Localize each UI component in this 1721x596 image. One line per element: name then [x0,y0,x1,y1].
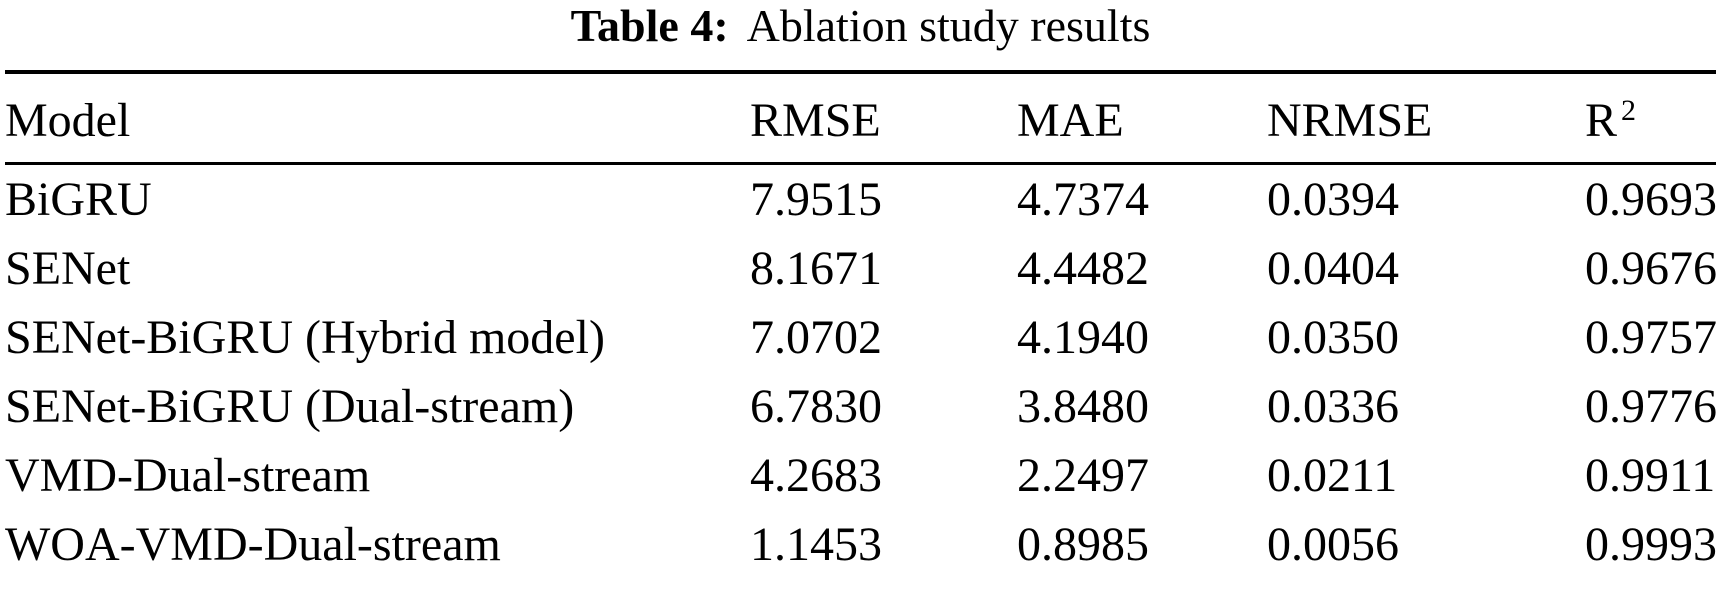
cell-model: WOA-VMD-Dual-stream [5,518,501,571]
table-row-best: WVMD_DSN 1.0199 0.7298 0.0050 0.9995 [5,579,1717,596]
cell-r2: 0.9776 [1585,380,1717,433]
cell-model: SENet [5,242,131,295]
cell-rmse: 8.1671 [750,242,882,295]
cell-nrmse: 0.0394 [1267,173,1399,226]
caption-text: Ablation study results [746,0,1151,51]
table-caption: Table 4: Ablation study results [0,0,1721,52]
cell-nrmse: 0.0336 [1267,380,1399,433]
column-header-nrmse: NRMSE [1267,94,1433,147]
cell-rmse: 4.2683 [750,449,882,502]
cell-rmse: 7.0702 [750,311,882,364]
column-header-mae: MAE [1017,94,1124,147]
cell-r2: 0.9757 [1585,311,1717,364]
cell-mae: 4.1940 [1017,311,1149,364]
cell-r2: 0.9911 [1585,449,1716,502]
cell-model: SENet-BiGRU (Hybrid model) [5,311,605,364]
cell-nrmse: 0.0404 [1267,242,1399,295]
cell-mae: 0.7298 [1017,579,1267,596]
caption-label: Table 4: [570,0,729,51]
cell-rmse: 1.1453 [750,518,882,571]
table-row: SENet-BiGRU (Hybrid model) 7.0702 4.1940… [5,303,1717,372]
cell-rmse: 7.9515 [750,173,882,226]
table-row: BiGRU 7.9515 4.7374 0.0394 0.9693 [5,164,1717,235]
cell-rmse: 1.0199 [750,579,1017,596]
cell-model: WVMD_DSN [5,579,750,596]
cell-mae: 3.8480 [1017,380,1149,433]
cell-model: SENet-BiGRU (Dual-stream) [5,380,575,433]
cell-r2: 0.9676 [1585,242,1717,295]
table-row: VMD-Dual-stream 4.2683 2.2497 0.0211 0.9… [5,441,1716,510]
column-header-model: Model [5,94,131,147]
cell-model: VMD-Dual-stream [5,449,371,502]
cell-nrmse: 0.0050 [1267,579,1585,596]
cell-rmse: 6.7830 [750,380,882,433]
cell-nrmse: 0.0350 [1267,311,1399,364]
cell-nrmse: 0.0056 [1267,518,1399,571]
table-row: SENet-BiGRU (Dual-stream) 6.7830 3.8480 … [5,372,1717,441]
r2-superscript: 2 [1621,94,1637,127]
column-header-rmse: RMSE [750,94,881,147]
cell-mae: 4.4482 [1017,242,1149,295]
cell-mae: 0.8985 [1017,518,1149,571]
cell-mae: 4.7374 [1017,173,1149,226]
cell-r2: 0.9995 [1585,579,1717,596]
cell-r2: 0.9693 [1585,173,1717,226]
cell-r2: 0.9993 [1585,518,1717,571]
table-row: WOA-VMD-Dual-stream 1.1453 0.8985 0.0056… [5,510,1717,579]
cell-mae: 2.2497 [1017,449,1149,502]
cell-nrmse: 0.0211 [1267,449,1398,502]
cell-model: BiGRU [5,173,152,226]
table-row: SENet 8.1671 4.4482 0.0404 0.9676 [5,234,1717,303]
